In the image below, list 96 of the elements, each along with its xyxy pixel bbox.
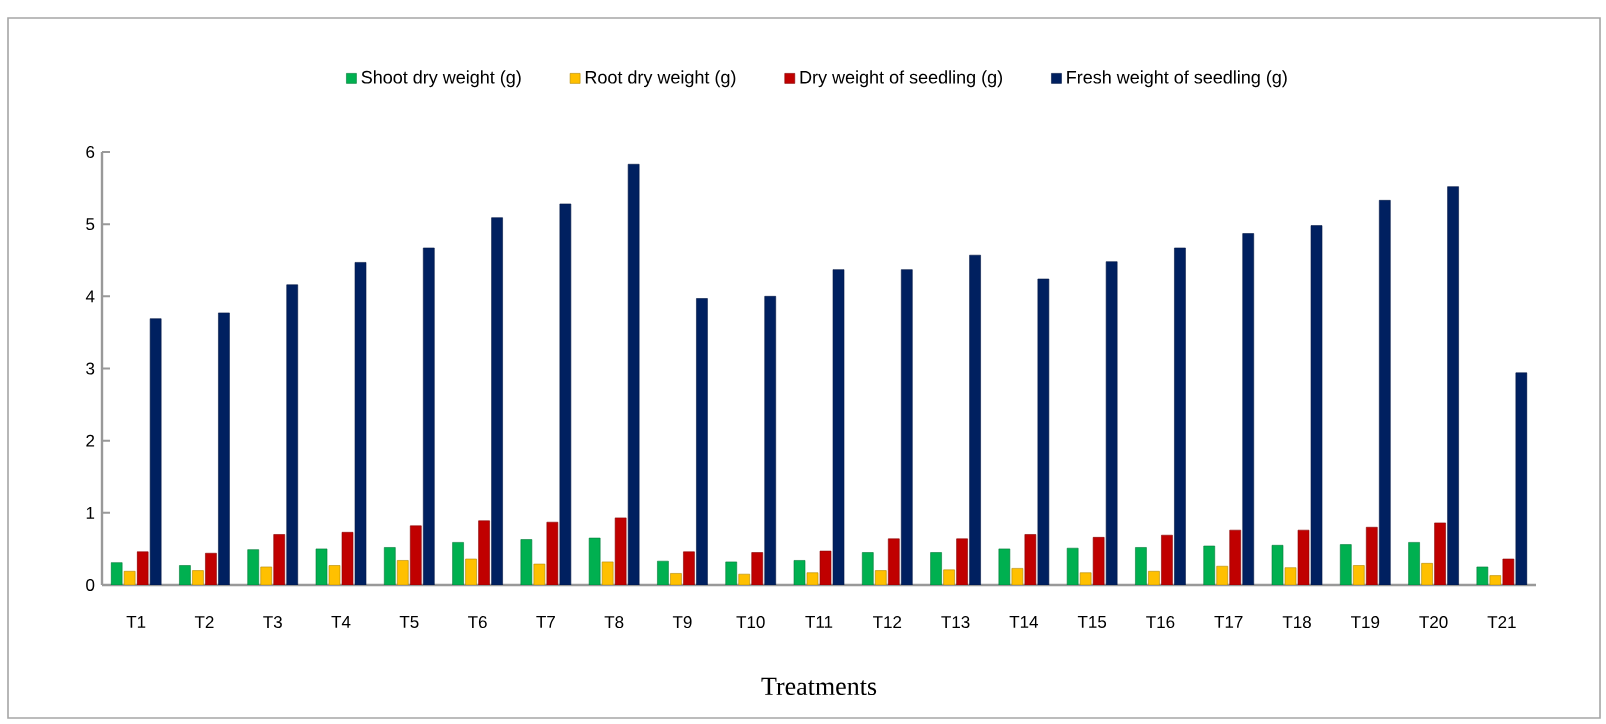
x-tick-label: T14: [1009, 616, 1039, 628]
bar: [764, 296, 777, 585]
bar: [901, 269, 913, 585]
y-tick-label: 3: [86, 362, 95, 375]
x-tick-label: T15: [1077, 616, 1107, 628]
legend-label: Fresh weight of seedling (g): [1067, 70, 1287, 88]
x-axis-title: Treatments: [761, 677, 877, 696]
x-tick-label: T17: [1214, 616, 1243, 628]
bar: [1174, 247, 1186, 585]
bar: [149, 318, 162, 585]
x-tick-label: T18: [1282, 616, 1311, 629]
bar: [1434, 522, 1446, 585]
x-tick-label: T3: [263, 616, 282, 629]
bar: [819, 550, 832, 585]
bar: [614, 517, 627, 585]
bar: [1148, 570, 1160, 585]
y-tick-label: 5: [86, 218, 95, 231]
legend-label: Dry weight of seedling (g): [800, 70, 1003, 88]
bar: [491, 217, 503, 585]
bar: [1352, 565, 1365, 585]
bar: [422, 247, 435, 585]
x-tick-label: T20: [1419, 616, 1448, 629]
x-tick-label: T6: [468, 616, 487, 629]
bar: [341, 532, 354, 585]
bar: [273, 534, 286, 585]
bar: [1229, 529, 1242, 585]
bar: [409, 525, 422, 585]
bar: [670, 573, 682, 585]
bar: [260, 566, 273, 585]
bar: [874, 570, 887, 585]
bar: [627, 163, 640, 585]
y-tick-label: 2: [86, 434, 95, 447]
bar: [1379, 200, 1391, 585]
bar: [1105, 261, 1118, 585]
bar: [1284, 567, 1297, 585]
bar: [546, 521, 559, 585]
y-tick-label: 4: [85, 290, 95, 303]
x-tick-label: T10: [736, 616, 765, 629]
bar: [218, 312, 230, 585]
bar: [136, 551, 149, 585]
bar: [943, 569, 955, 585]
bar: [478, 520, 490, 585]
x-tick-label: T7: [536, 616, 555, 628]
bar: [1447, 186, 1459, 585]
x-tick-label: T9: [672, 616, 692, 629]
bar: [1515, 372, 1528, 585]
bar: [328, 565, 341, 585]
bar: [1161, 534, 1173, 585]
bar: [465, 558, 477, 585]
x-tick-label: T16: [1146, 616, 1175, 629]
bar: [683, 551, 695, 585]
y-tick-label: 6: [86, 146, 95, 159]
bar: [956, 538, 968, 585]
legend-label: Root dry weight (g): [585, 70, 736, 88]
bar: [751, 552, 764, 585]
bar: [1242, 233, 1255, 585]
bar: [696, 298, 708, 585]
x-tick-label: T8: [604, 616, 624, 629]
y-tick-label: 1: [86, 506, 95, 519]
bar: [533, 563, 546, 585]
x-tick-label: T5: [399, 616, 419, 628]
bar: [396, 560, 409, 585]
bar: [1024, 534, 1037, 585]
bar: [205, 552, 217, 585]
x-tick-label: T21: [1487, 616, 1516, 628]
bar: [1216, 565, 1229, 585]
bar: [1502, 558, 1515, 585]
x-tick-label: T1: [126, 616, 146, 628]
bar: [887, 538, 900, 585]
x-tick-label: T19: [1351, 616, 1380, 629]
x-tick-label: T12: [873, 616, 902, 628]
x-tick-label: T2: [194, 616, 214, 628]
x-tick-label: T11: [805, 616, 833, 628]
bar: [192, 570, 204, 585]
bar: [1092, 537, 1105, 585]
bar: [601, 561, 614, 585]
bar: [1011, 568, 1024, 585]
bar: [969, 254, 981, 585]
legend-label: Shoot dry weight (g): [361, 70, 521, 88]
bar: [1421, 563, 1433, 585]
bar: [832, 269, 845, 585]
x-tick-label: T4: [331, 616, 351, 628]
bar: [1489, 575, 1502, 585]
bar: [806, 572, 819, 585]
bar: [123, 570, 136, 585]
bar: [1079, 572, 1092, 585]
bar: [1297, 529, 1310, 585]
bar: [354, 262, 367, 585]
bar: [1366, 526, 1378, 585]
y-tick-label: 0: [86, 578, 95, 592]
x-tick-label: T13: [941, 616, 970, 629]
bar: [1310, 225, 1323, 585]
bar: [738, 573, 751, 585]
bar: [559, 203, 572, 585]
bar: [286, 284, 299, 585]
bar: [1037, 278, 1050, 585]
